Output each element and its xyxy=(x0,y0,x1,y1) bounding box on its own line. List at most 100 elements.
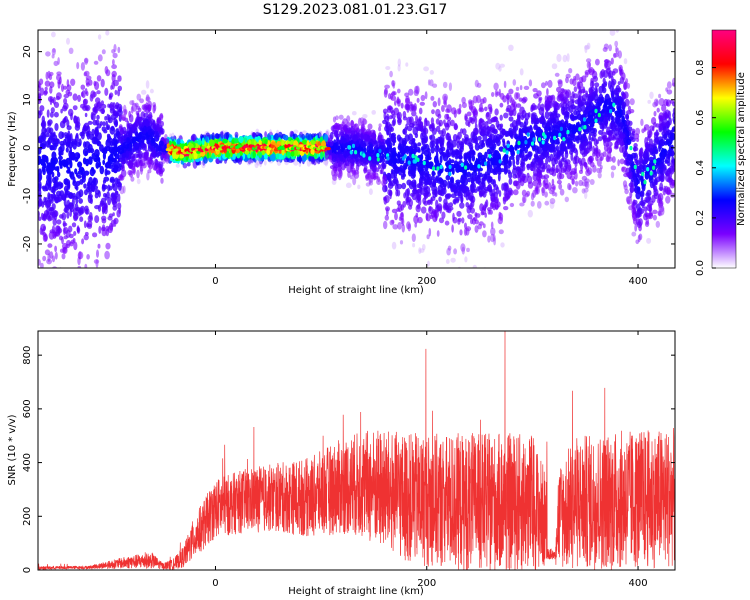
spectrogram-cell xyxy=(97,54,103,62)
spectrogram-cell xyxy=(643,126,647,132)
spectrogram-cell xyxy=(450,159,455,164)
spectrogram-cell xyxy=(66,169,71,174)
spectrogram-cell xyxy=(368,188,373,195)
spectrogram-cell xyxy=(485,111,491,120)
spectrogram-cell xyxy=(424,117,428,123)
spectrogram-cell xyxy=(523,85,530,90)
spectrogram-cell xyxy=(391,119,396,127)
spectrogram-cell xyxy=(572,93,579,99)
spectrogram-cell xyxy=(407,223,412,232)
spectrogram-cell xyxy=(254,161,259,169)
spectrogram-cell xyxy=(82,174,86,179)
spectrogram-cell xyxy=(128,114,134,123)
spectrogram-cell xyxy=(527,151,533,158)
spectrogram-cell xyxy=(48,231,55,240)
spectrogram-cell xyxy=(451,107,457,115)
spectrogram-cell xyxy=(154,158,159,165)
figure-title: S129.2023.081.01.23.G17 xyxy=(263,2,448,18)
spectrogram-cell xyxy=(92,107,97,116)
spectrogram-cell xyxy=(93,60,99,65)
spectrogram-cell xyxy=(122,108,128,115)
spectrogram-cell xyxy=(416,195,421,201)
spectrogram-cell xyxy=(175,163,180,168)
spectrogram-cell xyxy=(581,175,588,181)
spectrogram-cell xyxy=(627,105,631,112)
spectrogram-cell xyxy=(318,130,323,138)
spectrogram-cell xyxy=(343,126,346,132)
spectrogram-cell xyxy=(92,177,99,186)
spectrogram-cell xyxy=(72,19,77,23)
spectrogram-cell xyxy=(50,186,56,193)
spectrogram-cell xyxy=(86,253,90,260)
spectrogram-cell xyxy=(579,169,583,174)
spectrogram-cell xyxy=(253,140,257,146)
spectrogram-cell xyxy=(520,114,525,121)
spectrogram-cell xyxy=(582,152,586,158)
spectrogram-cell xyxy=(428,227,432,237)
spectrogram-cell xyxy=(610,165,617,171)
spectrogram-cell xyxy=(497,172,501,182)
spectrogram-cell xyxy=(105,242,111,250)
spectrogram-cell xyxy=(493,82,499,91)
spectrogram-cell xyxy=(510,148,514,157)
spectrogram-cell xyxy=(203,156,208,164)
spectrogram-cell xyxy=(45,51,51,57)
spectrogram-cell xyxy=(391,219,395,224)
spectrogram-cell xyxy=(383,89,388,98)
spectrogram-cell xyxy=(394,212,398,221)
spectrogram-cell xyxy=(110,85,113,90)
spectrogram-cell xyxy=(667,110,672,120)
spectrogram-cell xyxy=(503,80,507,89)
spectrogram-cell xyxy=(403,165,408,170)
spectrogram-cell xyxy=(449,182,453,189)
spectrogram-cell xyxy=(76,62,80,70)
spectrogram-cell xyxy=(562,96,568,104)
spectrogram-cell xyxy=(558,160,563,167)
spectrogram-cell xyxy=(662,125,667,134)
spectrogram-cell xyxy=(432,83,438,88)
spectrogram-cell xyxy=(619,145,624,153)
spectrogram-cell xyxy=(519,177,525,187)
spectrogram-cell xyxy=(438,119,443,127)
spectrogram-cell xyxy=(565,160,569,170)
spectrogram-cell xyxy=(83,141,87,149)
spectrogram-cell xyxy=(633,146,639,152)
spectrogram-cell xyxy=(88,79,93,86)
spectrogram-cell xyxy=(78,189,84,198)
spectrogram-cell xyxy=(396,189,401,197)
spectrogram-cell xyxy=(663,112,669,120)
spectrogram-cell xyxy=(568,68,573,74)
spectrogram-cell xyxy=(118,125,124,132)
spectrogram-cell xyxy=(192,134,196,142)
spectrogram-cell xyxy=(604,99,608,107)
spectrogram-cell xyxy=(438,177,443,183)
spectrogram-cell xyxy=(553,149,557,157)
spectrogram-cell xyxy=(142,119,147,128)
spectrogram-cell xyxy=(97,243,101,249)
spectrogram-cell xyxy=(143,125,147,134)
spectrogram-cell xyxy=(524,192,529,198)
spectrogram-cell xyxy=(601,84,605,92)
spectrogram-cell xyxy=(164,153,170,160)
spectrogram-cell xyxy=(396,98,401,104)
spectrogram-cell xyxy=(417,142,422,147)
spectrogram-cell xyxy=(614,115,620,124)
spectrogram-cell xyxy=(621,72,626,81)
spectrogram-cell xyxy=(631,128,636,134)
spectrogram-cell xyxy=(582,132,587,139)
spectrogram-cell xyxy=(460,243,466,252)
spectrogram-cell xyxy=(78,208,82,217)
spectrogram-cell xyxy=(405,123,408,130)
spectrogram-cell xyxy=(411,179,417,188)
spectrogram-cell xyxy=(646,189,652,197)
spectrogram-cell xyxy=(413,215,419,224)
spectrogram-cell xyxy=(577,97,581,105)
spectrogram-cell xyxy=(509,155,515,160)
spectrogram-cell xyxy=(84,263,88,268)
spectrogram-cell xyxy=(637,179,640,184)
spectrogram-cell xyxy=(392,163,398,170)
spectrogram-cell xyxy=(129,100,134,106)
spectrogram-cell xyxy=(498,229,504,235)
spectrogram-cell xyxy=(121,161,125,169)
spectrogram-cell xyxy=(111,64,117,70)
